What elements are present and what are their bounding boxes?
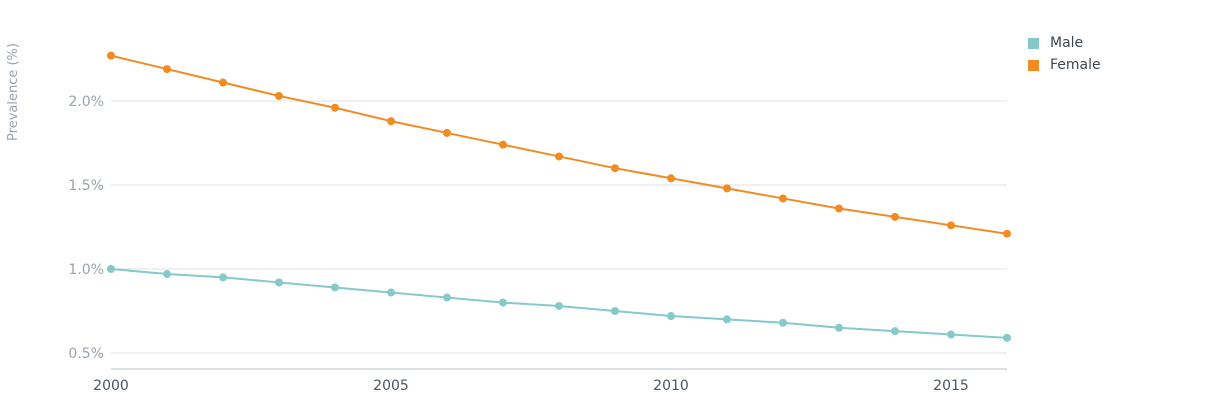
data-point-female[interactable] (107, 51, 115, 60)
y-axis-title: Prevalence (%) (6, 43, 21, 141)
data-point-female[interactable] (219, 78, 227, 87)
data-point-female[interactable] (835, 204, 843, 213)
data-point-female[interactable] (163, 65, 171, 74)
data-point-female[interactable] (275, 91, 283, 100)
data-point-female[interactable] (611, 164, 619, 173)
series-group (107, 51, 1011, 342)
data-point-male[interactable] (555, 301, 563, 310)
x-tick-label: 2000 (93, 378, 129, 394)
data-point-female[interactable] (443, 128, 451, 137)
data-point-male[interactable] (275, 278, 283, 287)
data-point-female[interactable] (779, 194, 787, 203)
legend: Male Female (1028, 32, 1101, 76)
x-tick-label: 2005 (373, 378, 409, 394)
data-point-male[interactable] (219, 273, 227, 282)
y-tick-label: 0.5% (68, 346, 104, 362)
data-point-female[interactable] (331, 103, 339, 112)
y-tick-label: 1.0% (68, 262, 104, 278)
x-tick-label: 2010 (653, 378, 689, 394)
y-tick-label: 2.0% (68, 94, 104, 110)
data-point-female[interactable] (387, 117, 395, 126)
data-point-male[interactable] (835, 323, 843, 332)
data-point-male[interactable] (1003, 333, 1011, 342)
y-tick-label: 1.5% (68, 178, 104, 194)
data-point-female[interactable] (1003, 229, 1011, 238)
legend-swatch-male (1028, 37, 1039, 49)
grid-lines (111, 100, 1007, 354)
data-point-male[interactable] (891, 327, 899, 336)
data-point-female[interactable] (667, 174, 675, 183)
data-point-male[interactable] (331, 283, 339, 292)
data-point-male[interactable] (667, 312, 675, 321)
data-point-male[interactable] (499, 298, 507, 307)
x-axis-ticks: 2000 2005 2010 2015 (93, 378, 969, 394)
data-point-female[interactable] (499, 140, 507, 149)
legend-label-female: Female (1050, 57, 1101, 73)
series-line-female (110, 54, 1008, 235)
x-tick-label: 2015 (933, 378, 969, 394)
y-axis-ticks: 0.5% 1.0% 1.5% 2.0% (68, 94, 104, 362)
legend-item-female[interactable]: Female (1028, 54, 1101, 76)
data-point-male[interactable] (779, 318, 787, 327)
data-point-male[interactable] (387, 288, 395, 297)
data-point-male[interactable] (163, 270, 171, 279)
legend-label-male: Male (1050, 35, 1084, 51)
data-point-male[interactable] (611, 307, 619, 315)
data-point-male[interactable] (947, 330, 955, 339)
data-point-female[interactable] (891, 212, 899, 221)
data-point-male[interactable] (107, 265, 115, 273)
legend-swatch-female (1028, 59, 1039, 71)
legend-item-male[interactable]: Male (1028, 32, 1101, 54)
data-point-male[interactable] (723, 315, 731, 324)
data-point-female[interactable] (555, 152, 563, 161)
data-point-female[interactable] (723, 184, 731, 193)
data-point-female[interactable] (947, 221, 955, 230)
data-point-male[interactable] (443, 293, 451, 302)
